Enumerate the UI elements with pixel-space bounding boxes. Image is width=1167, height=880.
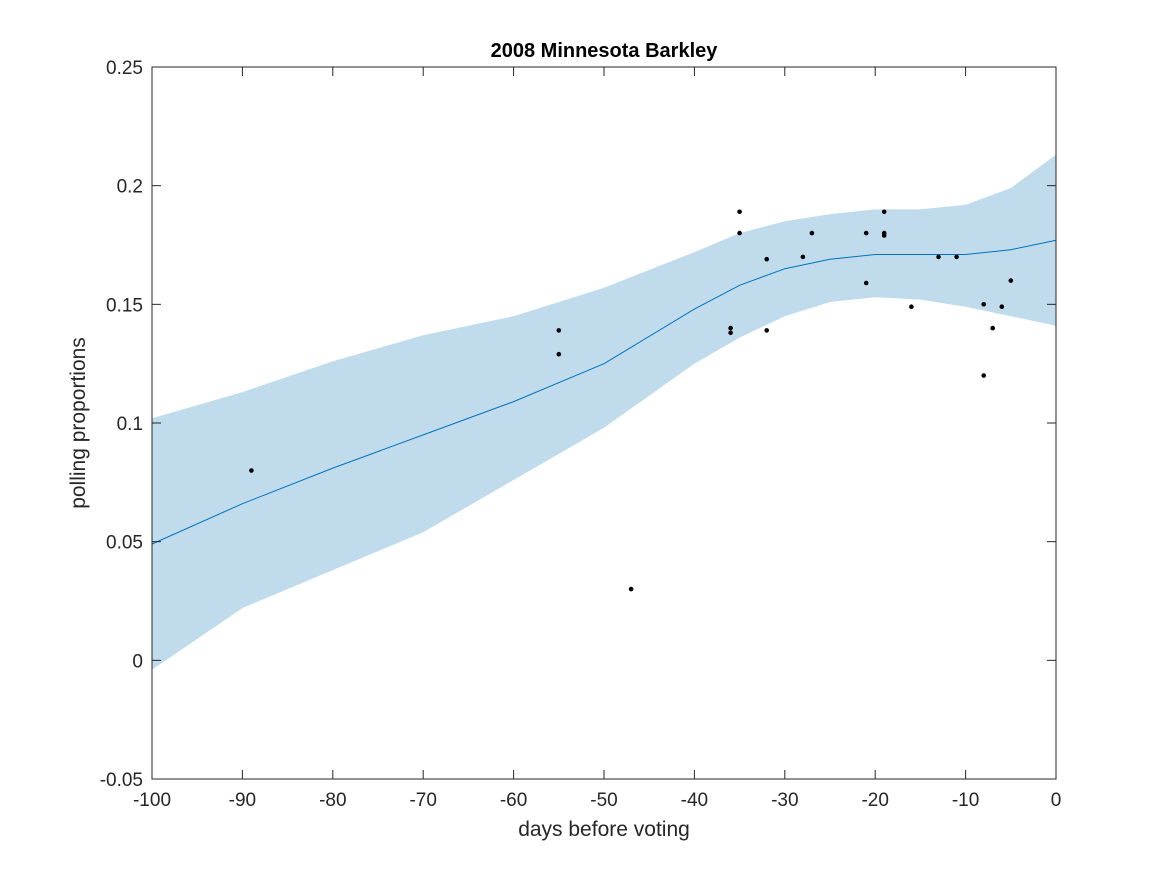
x-tick-label: -20 — [861, 790, 888, 811]
data-point — [881, 209, 887, 215]
x-tick-label: -10 — [952, 790, 979, 811]
x-axis-title: days before voting — [518, 818, 690, 841]
confidence-band — [152, 154, 1056, 670]
y-tick-label: -0.05 — [100, 770, 143, 791]
y-tick-label: 0.1 — [117, 414, 143, 435]
data-point — [863, 280, 869, 286]
x-tick-label: -90 — [229, 790, 256, 811]
data-point — [954, 254, 959, 260]
y-tick-label: 0.05 — [106, 533, 143, 554]
y-tick-label: 0 — [132, 651, 143, 672]
plot-area: -100 -90 -80 -70 -60 -50 -40 -30 -20 -10 0-0.0500.… — [100, 58, 1062, 811]
y-tick-label: 0.15 — [106, 295, 143, 316]
data-point — [764, 256, 769, 262]
data-point — [936, 254, 941, 260]
data-point — [999, 304, 1005, 310]
data-point — [556, 351, 562, 357]
data-point — [863, 230, 869, 236]
x-tick-label: -50 — [590, 790, 617, 811]
data-point — [981, 373, 986, 378]
x-tick-label: -30 — [771, 790, 798, 811]
data-point — [556, 328, 562, 333]
x-tick-label: -40 — [681, 790, 708, 811]
x-tick-label: -70 — [409, 790, 436, 811]
data-point — [728, 330, 733, 336]
x-tick-label: -100 — [133, 790, 171, 811]
data-point — [737, 230, 742, 236]
data-point — [981, 302, 986, 307]
x-tick-label: -60 — [500, 790, 527, 811]
data-point — [1008, 278, 1014, 283]
data-point — [990, 325, 995, 331]
data-point — [728, 325, 733, 331]
data-point — [628, 586, 634, 592]
data-point — [909, 304, 914, 310]
data-point — [881, 233, 887, 238]
data-point — [809, 230, 815, 236]
data-point — [737, 209, 742, 215]
y-axis-title: polling proportions — [67, 337, 90, 509]
data-point — [764, 328, 769, 333]
y-tick-label: 0.25 — [106, 58, 143, 79]
y-tick-label: 0.2 — [117, 177, 143, 198]
fitted-line — [151, 239, 1057, 545]
data-point — [249, 468, 254, 473]
chart-title: 2008 Minnesota Barkley — [491, 40, 719, 62]
x-tick-label: -80 — [319, 790, 346, 811]
data-point — [800, 254, 806, 260]
x-tick-label: 0 — [1051, 790, 1062, 811]
